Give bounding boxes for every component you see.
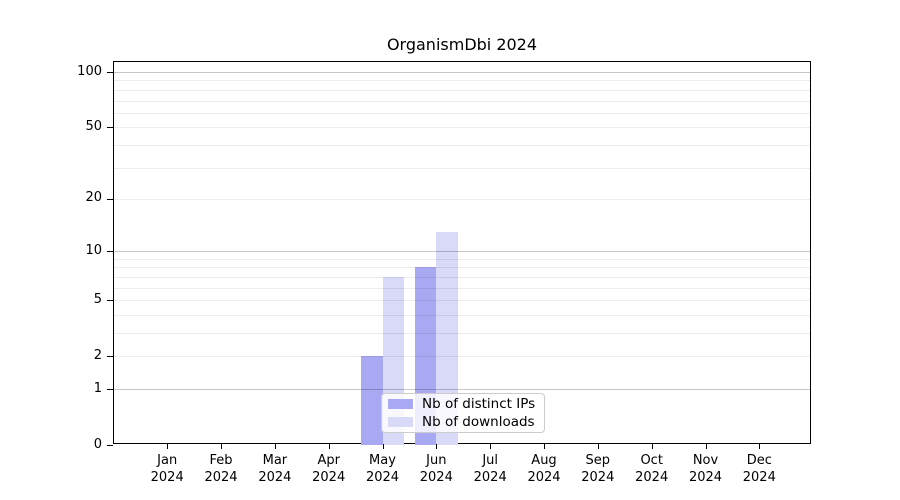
x-tick-feb bbox=[221, 444, 222, 449]
minor-gridline-60 bbox=[114, 112, 810, 114]
x-tick-apr bbox=[328, 444, 330, 449]
y-tick-label-0: 0 bbox=[93, 436, 102, 452]
y-tick-2 bbox=[107, 356, 113, 358]
legend: Nb of distinct IPs Nb of downloads bbox=[381, 393, 545, 433]
x-tick-label-jun: Jun 2024 bbox=[419, 453, 453, 485]
y-tick-20 bbox=[107, 198, 113, 200]
legend-swatch-downloads bbox=[388, 417, 413, 427]
minor-gridline-40 bbox=[114, 144, 810, 146]
minor-gridline-70 bbox=[114, 100, 810, 102]
x-tick-label-feb: Feb 2024 bbox=[204, 453, 238, 485]
y-tick-label-100: 100 bbox=[77, 63, 102, 79]
x-tick-label-dec: Dec 2024 bbox=[742, 453, 776, 485]
y-tick-100 bbox=[107, 72, 113, 73]
x-tick-nov bbox=[705, 444, 707, 449]
x-tick-label-sep: Sep 2024 bbox=[581, 453, 615, 485]
y-tick-1 bbox=[107, 389, 113, 390]
y-tick-0 bbox=[107, 445, 113, 446]
legend-label-distinct-ips: Nb of distinct IPs bbox=[422, 395, 536, 412]
x-tick-label-aug: Aug 2024 bbox=[527, 453, 561, 485]
major-gridline-100 bbox=[114, 72, 810, 73]
y-tick-label-1: 1 bbox=[93, 380, 102, 396]
legend-item-downloads: Nb of downloads bbox=[388, 413, 536, 430]
minor-gridline-7 bbox=[114, 276, 810, 278]
y-tick-label-2: 2 bbox=[93, 347, 102, 363]
chart-title: OrganismDbi 2024 bbox=[386, 35, 538, 54]
bar-distinct-ips-may bbox=[361, 356, 383, 445]
minor-gridline-4 bbox=[114, 314, 810, 316]
legend-swatch-distinct-ips bbox=[388, 399, 413, 409]
x-tick-dec bbox=[759, 444, 761, 449]
x-tick-jan bbox=[167, 444, 169, 449]
y-tick-5 bbox=[107, 300, 113, 302]
y-tick-50 bbox=[107, 127, 113, 129]
minor-gridline-20 bbox=[114, 198, 810, 200]
major-gridline-10 bbox=[114, 251, 810, 253]
minor-gridline-5 bbox=[114, 300, 810, 302]
minor-gridline-80 bbox=[114, 89, 810, 91]
x-tick-aug bbox=[544, 444, 545, 449]
x-tick-label-apr: Apr 2024 bbox=[312, 453, 346, 485]
x-tick-sep bbox=[597, 444, 599, 449]
x-tick-jun bbox=[436, 444, 438, 449]
x-tick-may bbox=[382, 444, 384, 449]
y-tick-label-10: 10 bbox=[85, 242, 102, 258]
x-tick-oct bbox=[651, 444, 653, 449]
x-tick-label-mar: Mar 2024 bbox=[258, 453, 292, 485]
x-tick-label-oct: Oct 2024 bbox=[635, 453, 669, 485]
x-tick-label-nov: Nov 2024 bbox=[688, 453, 723, 485]
x-tick-label-jan: Jan 2024 bbox=[150, 453, 184, 485]
y-tick-label-5: 5 bbox=[93, 291, 102, 307]
minor-gridline-2 bbox=[114, 356, 810, 358]
minor-gridline-6 bbox=[114, 287, 810, 289]
y-tick-label-50: 50 bbox=[85, 118, 102, 134]
y-tick-label-20: 20 bbox=[85, 190, 102, 206]
legend-label-downloads: Nb of downloads bbox=[422, 413, 535, 430]
plot-area: 0 1 2 5 10 20 50 100 Jan 2024 Feb 2024 Mar 2024 Apr… bbox=[77, 61, 811, 485]
minor-gridline-90 bbox=[114, 80, 810, 82]
minor-gridline-8 bbox=[114, 267, 810, 269]
major-gridline-1 bbox=[114, 389, 810, 390]
legend-item-distinct-ips: Nb of distinct IPs bbox=[388, 395, 536, 412]
minor-gridline-9 bbox=[114, 258, 810, 260]
bar-downloads-jun bbox=[436, 231, 458, 445]
minor-gridline-50 bbox=[114, 127, 810, 129]
minor-gridline-30 bbox=[114, 167, 810, 169]
x-tick-jul bbox=[490, 444, 492, 449]
x-tick-mar bbox=[274, 444, 276, 449]
minor-gridline-3 bbox=[114, 333, 810, 334]
y-tick-10 bbox=[107, 251, 113, 253]
x-tick-label-jul: Jul 2024 bbox=[473, 453, 507, 485]
x-tick-label-may: May 2024 bbox=[365, 453, 400, 485]
